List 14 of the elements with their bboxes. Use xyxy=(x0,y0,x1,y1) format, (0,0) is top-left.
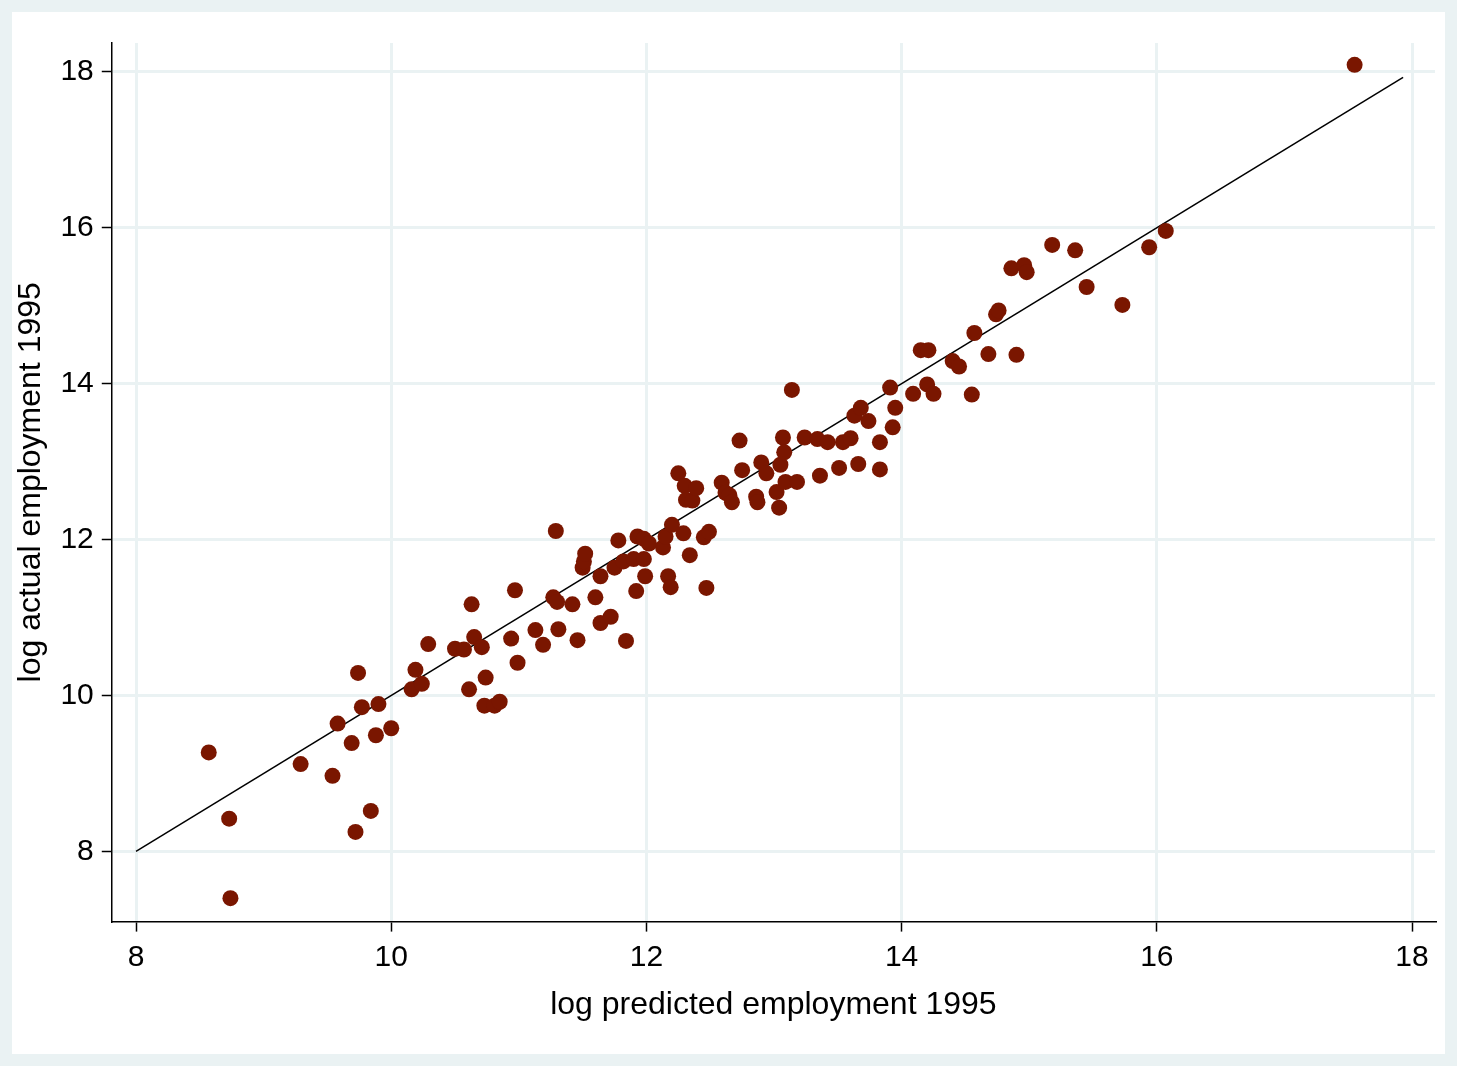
x-tick-label: 18 xyxy=(1395,938,1429,972)
y-tick-label: 18 xyxy=(60,53,94,87)
x-axis-title: log predicted employment 1995 xyxy=(550,984,997,1021)
y-tick-label: 12 xyxy=(60,520,94,554)
x-tick-label: 12 xyxy=(629,938,664,972)
x-tick-label: 14 xyxy=(884,938,919,972)
x-tick-label: 8 xyxy=(127,938,145,972)
y-tick-label: 10 xyxy=(60,676,94,710)
y-tick-label: 14 xyxy=(60,364,94,398)
y-axis-title: log actual employment 1995 xyxy=(11,282,48,683)
y-tick-label: 16 xyxy=(60,209,94,243)
x-tick-label: 16 xyxy=(1140,938,1174,972)
y-tick-label: 8 xyxy=(77,832,94,866)
x-tick-label: 10 xyxy=(374,938,408,972)
